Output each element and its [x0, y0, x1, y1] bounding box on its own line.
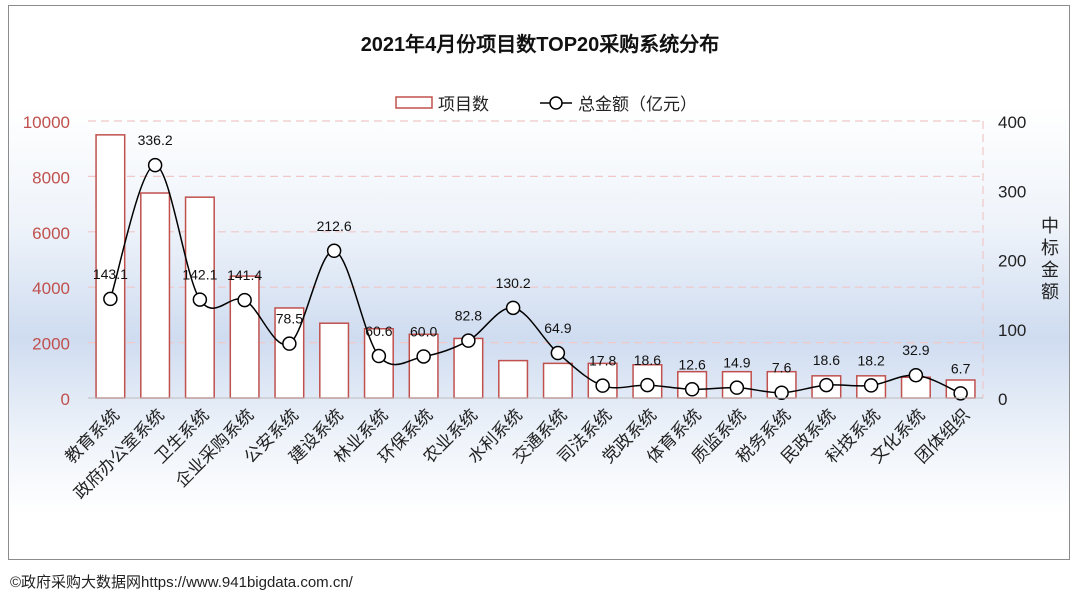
right-axis-tick-label: 300 [998, 182, 1026, 201]
data-label: 14.9 [723, 355, 750, 371]
line-point [237, 292, 252, 308]
line-point [729, 380, 745, 395]
line-point [684, 382, 700, 397]
left-axis-tick-label: 2000 [32, 335, 70, 354]
line-point [819, 377, 834, 393]
line-point [953, 386, 968, 401]
legend-bar-label: 项目数 [438, 95, 489, 114]
line-point [595, 378, 610, 393]
line-point [103, 291, 118, 307]
right-axis-title-text: 中标金额 [1041, 216, 1059, 302]
right-axis-tick-label: 0 [998, 390, 1007, 409]
line-point [192, 292, 208, 307]
data-label: 212.6 [317, 218, 352, 234]
data-label: 7.6 [772, 360, 792, 376]
right-axis-title: 中标金额 [1041, 216, 1059, 302]
right-axis-tick-label: 200 [998, 252, 1026, 271]
line-point [863, 378, 879, 393]
bar [453, 337, 484, 399]
line-point [505, 300, 521, 316]
left-axis-tick-label: 6000 [32, 224, 70, 243]
line-point [461, 333, 476, 348]
bar [140, 192, 171, 399]
line-point [371, 348, 387, 364]
left-axis-tick-label: 0 [61, 390, 70, 409]
line-point [147, 157, 163, 173]
data-label: 141.4 [227, 267, 262, 283]
data-label: 60.6 [365, 323, 392, 339]
line-point [416, 349, 431, 364]
line-point [282, 336, 297, 351]
data-label: 64.9 [544, 320, 571, 336]
data-label: 32.9 [902, 342, 929, 358]
legend-line-label: 总金额（亿元） [578, 95, 697, 114]
line-point [774, 385, 789, 400]
legend: 项目数 总金额（亿元） [395, 95, 697, 114]
bar [498, 359, 529, 399]
data-label: 336.2 [138, 132, 173, 148]
data-label: 142.1 [182, 267, 217, 283]
data-label: 18.6 [813, 352, 840, 368]
left-axis-tick-label: 8000 [32, 168, 70, 187]
bar [319, 322, 350, 399]
line-point [550, 345, 566, 361]
bar [542, 362, 573, 399]
bar [229, 275, 260, 399]
chart-title: 2021年4月份项目数TOP20采购系统分布 [361, 32, 720, 56]
amount-line [109, 164, 961, 395]
line-point [908, 367, 924, 383]
left-axis-tick-label: 4000 [32, 279, 70, 298]
gridlines [88, 120, 984, 398]
data-label: 6.7 [951, 360, 971, 376]
line-point [640, 377, 655, 393]
data-label: 17.8 [589, 353, 616, 369]
data-label: 18.2 [858, 352, 885, 368]
data-label: 130.2 [496, 275, 531, 291]
data-label: 143.1 [93, 266, 128, 282]
bar [274, 307, 305, 399]
legend-bar-swatch [395, 96, 433, 109]
legend-line-marker [549, 96, 563, 110]
bar-series [95, 134, 976, 399]
data-label: 78.5 [276, 311, 303, 327]
line-point [326, 243, 342, 259]
data-label: 82.8 [455, 308, 482, 324]
left-axis-tick-label: 10000 [23, 113, 70, 132]
data-label: 18.6 [634, 352, 661, 368]
axes: 02000400060008000100000100200300400教育系统政… [23, 113, 1027, 503]
data-label: 12.6 [679, 356, 706, 372]
line-series: 143.1 336.2 142.1 141.4 78.5 212.6 60.6 60.0 82.… [93, 132, 971, 401]
bar [408, 333, 439, 399]
data-label: 60.0 [410, 323, 437, 339]
right-axis-tick-label: 100 [998, 321, 1026, 340]
right-axis-tick-label: 400 [998, 113, 1026, 132]
footer-credit: ©政府采购大数据网https://www.941bigdata.com.cn/ [10, 574, 353, 591]
